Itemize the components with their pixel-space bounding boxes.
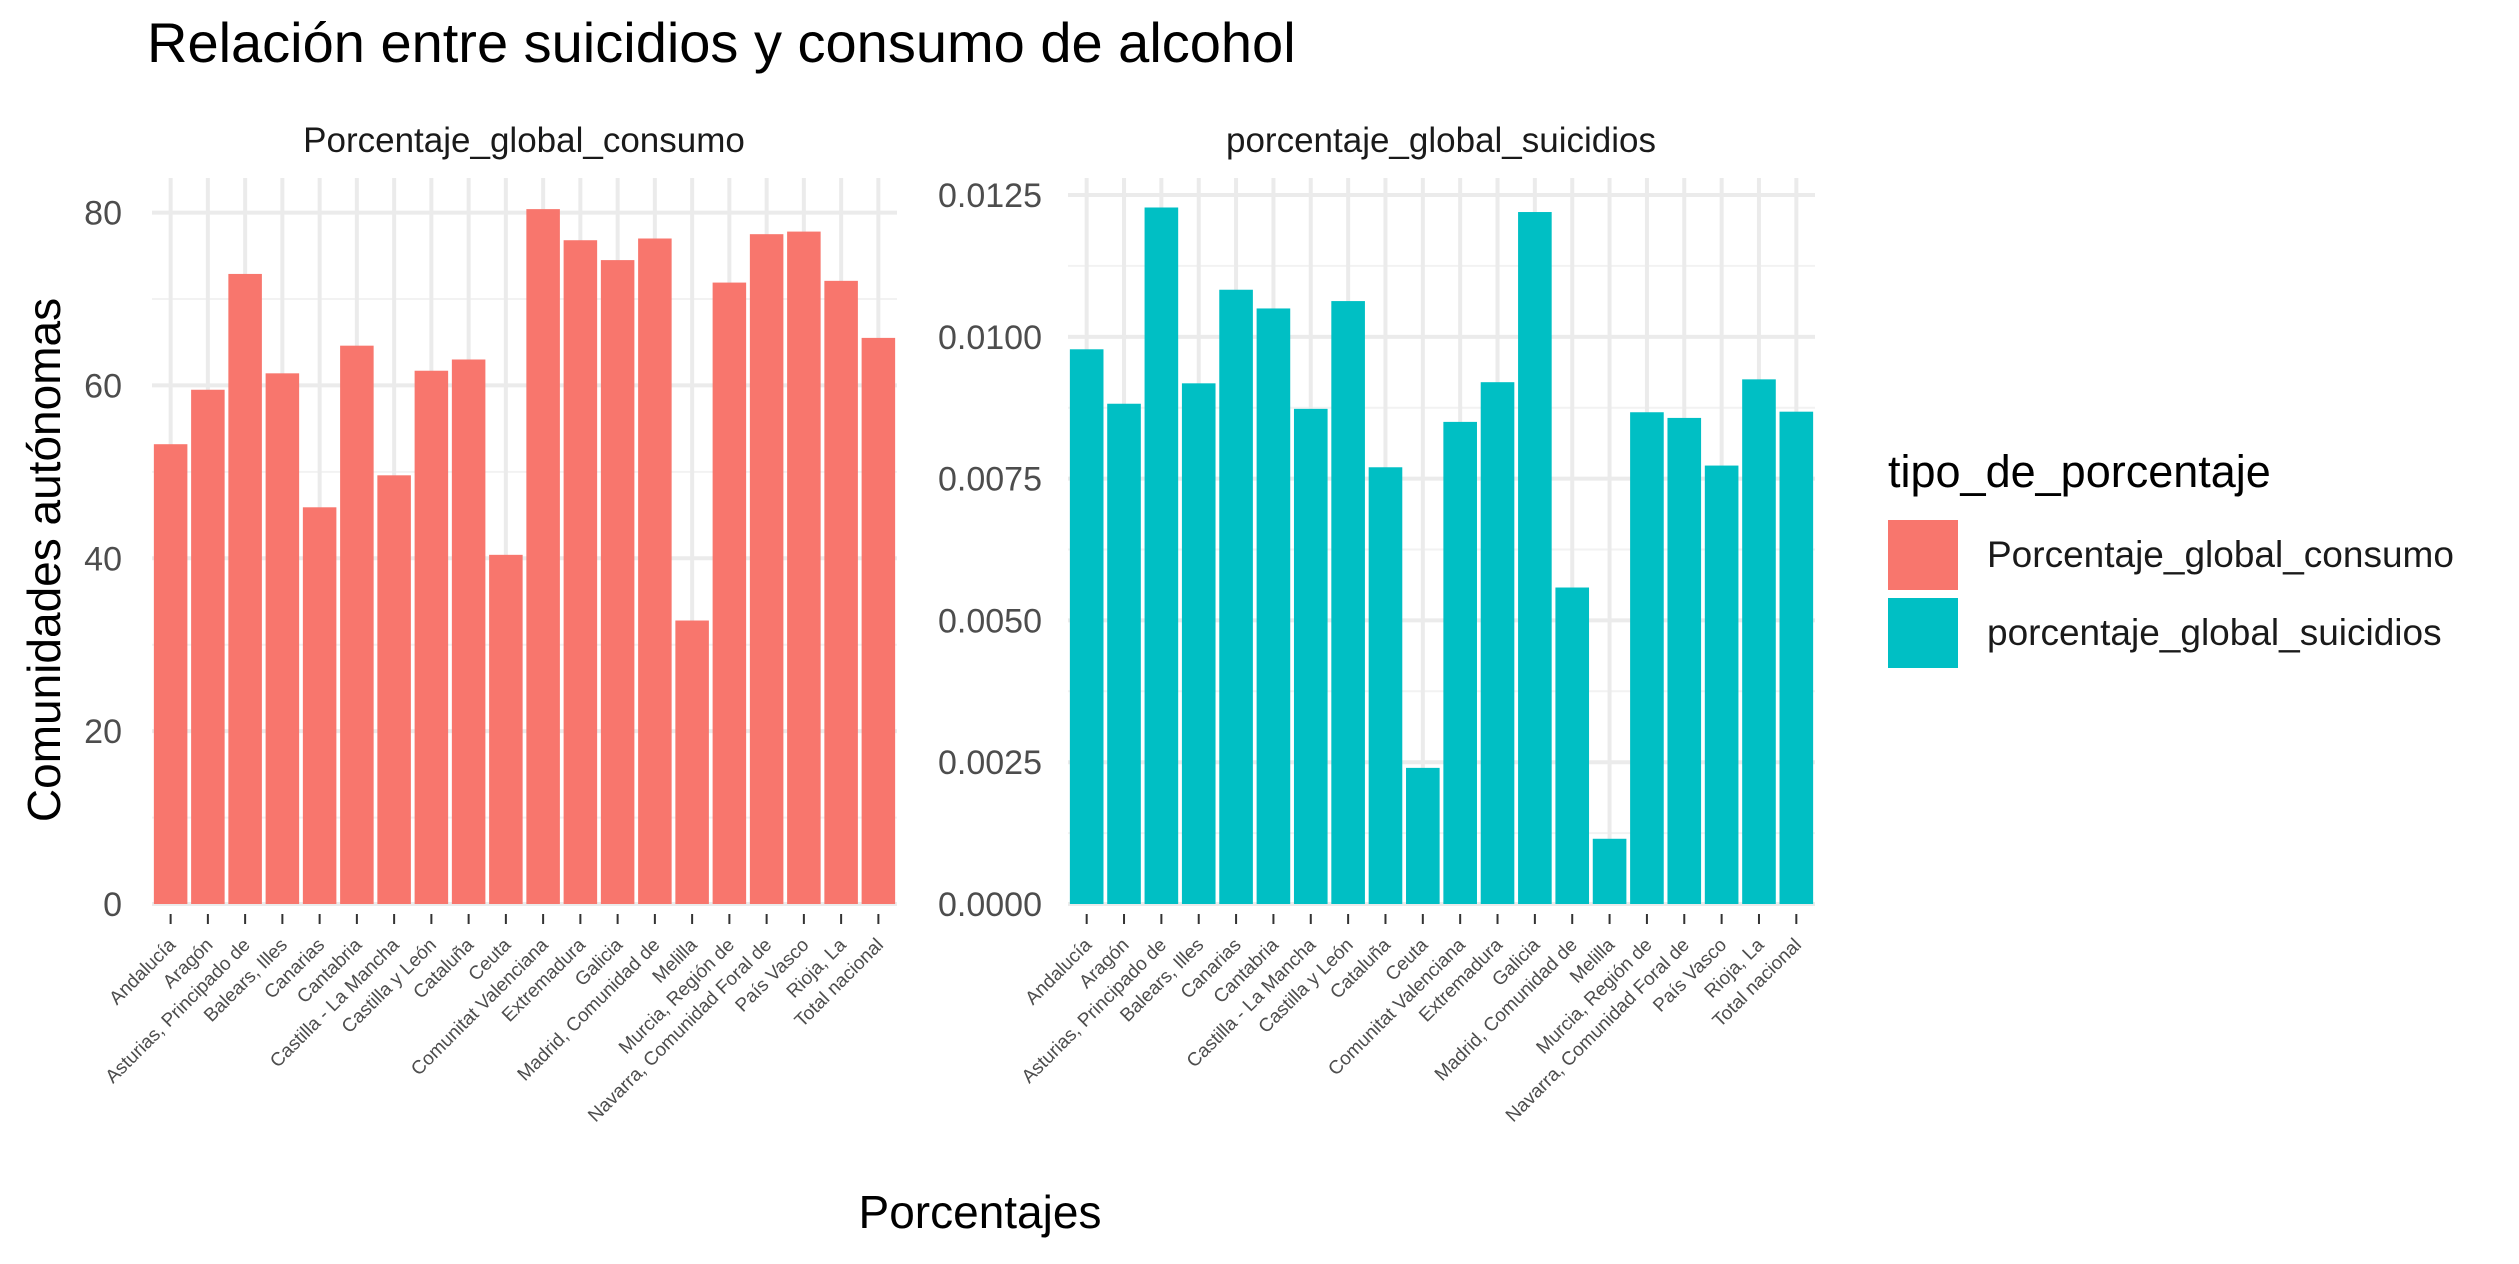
facet-strip-title-consumo: Porcentaje_global_consumo xyxy=(303,121,745,160)
legend-swatch-suicidios xyxy=(1888,598,1958,668)
legend-label-consumo: Porcentaje_global_consumo xyxy=(1987,534,2454,575)
bar-suicidios xyxy=(1144,207,1179,904)
bar-suicidios xyxy=(1181,383,1216,904)
y-tick-label: 0 xyxy=(103,886,122,924)
bar-suicidios xyxy=(1107,403,1141,904)
bar-consumo xyxy=(638,238,672,904)
bar-suicidios xyxy=(1368,467,1403,904)
bar-suicidios xyxy=(1480,382,1515,904)
legend-title: tipo_de_porcentaje xyxy=(1888,446,2271,497)
y-tick-label: 0.0050 xyxy=(938,602,1042,640)
facet-panel-suicidios: porcentaje_global_suicidios 0.0000 0.0025 0… xyxy=(938,121,1815,1127)
bar-consumo xyxy=(451,359,486,904)
bar-suicidios xyxy=(1555,587,1590,904)
legend-item-suicidios: porcentaje_global_suicidios xyxy=(1888,598,2442,668)
bar-consumo xyxy=(265,373,300,904)
bar-suicidios xyxy=(1331,301,1365,904)
bar-consumo xyxy=(377,475,411,904)
bar-consumo xyxy=(749,234,784,904)
y-tick-label: 60 xyxy=(84,367,122,405)
legend: tipo_de_porcentaje Porcentaje_global_con… xyxy=(1888,446,2454,668)
bar-suicidios xyxy=(1219,289,1253,904)
bar-consumo xyxy=(675,620,709,904)
legend-item-consumo: Porcentaje_global_consumo xyxy=(1888,520,2454,590)
bar-consumo xyxy=(302,507,337,904)
bar-consumo xyxy=(563,240,598,904)
bar-consumo xyxy=(340,345,374,905)
y-tick-label: 0.0075 xyxy=(938,461,1042,499)
chart-title: Relación entre suicidios y consumo de al… xyxy=(147,11,1296,74)
y-tick-label: 40 xyxy=(84,540,122,578)
y-tick-label: 0.0025 xyxy=(938,744,1042,782)
y-tick-label: 80 xyxy=(84,195,122,233)
y-tick-label: 0.0100 xyxy=(938,319,1042,357)
bar-consumo xyxy=(489,554,523,904)
bar-consumo xyxy=(861,337,896,905)
bar-consumo xyxy=(153,444,188,904)
legend-swatch-consumo xyxy=(1888,520,1958,590)
bar-consumo xyxy=(600,260,635,904)
bar-suicidios xyxy=(1069,349,1104,904)
x-axis-label: Porcentajes xyxy=(859,1186,1102,1238)
bar-suicidios xyxy=(1779,411,1814,904)
y-tick-label: 0.0000 xyxy=(938,886,1042,924)
bar-suicidios xyxy=(1630,412,1664,904)
bar-suicidios xyxy=(1406,767,1440,904)
bar-consumo xyxy=(824,280,858,905)
bar-suicidios xyxy=(1742,379,1776,904)
bar-consumo xyxy=(526,209,560,905)
facet-strip-title-suicidios: porcentaje_global_suicidios xyxy=(1226,121,1656,160)
bar-suicidios xyxy=(1256,308,1291,904)
bar-consumo xyxy=(228,273,262,905)
bar-consumo xyxy=(712,282,747,904)
bar-suicidios xyxy=(1704,465,1739,904)
y-tick-label: 0.0125 xyxy=(938,177,1042,215)
bar-suicidios xyxy=(1667,417,1702,904)
y-tick-label: 20 xyxy=(84,713,122,751)
y-axis-label: Comunidades autónomas xyxy=(18,298,70,822)
legend-label-suicidios: porcentaje_global_suicidios xyxy=(1987,612,2442,653)
bar-suicidios xyxy=(1592,838,1627,904)
bar-consumo xyxy=(414,370,449,904)
bar-suicidios xyxy=(1293,408,1328,904)
bar-suicidios xyxy=(1518,212,1552,904)
bar-consumo xyxy=(787,231,821,905)
bar-consumo xyxy=(191,389,225,904)
bar-suicidios xyxy=(1443,421,1477,904)
